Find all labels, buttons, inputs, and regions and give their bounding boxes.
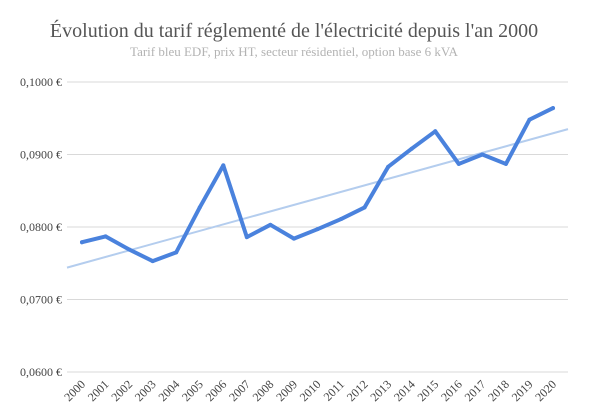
y-tick-label: 0,1000 € [20,75,62,89]
x-tick-label: 2006 [203,377,230,404]
data-point [551,106,555,111]
x-tick-label: 2004 [155,377,182,404]
x-tick-label: 2012 [344,377,371,404]
data-point [174,250,179,255]
x-axis-ticks: 2000200120022003200420052006200720082009… [61,377,559,404]
y-tick-label: 0,0700 € [20,293,62,307]
x-tick-label: 2016 [438,377,465,404]
x-tick-label: 2013 [367,377,394,404]
x-tick-label: 2003 [132,377,159,404]
data-point [103,234,108,239]
data-point [127,247,132,252]
x-tick-label: 2017 [462,377,489,404]
series-line [80,106,555,264]
data-point [456,161,461,166]
y-tick-label: 0,0800 € [20,220,62,234]
x-tick-label: 2011 [321,377,348,404]
data-point [339,217,344,222]
y-tick-label: 0,0900 € [20,148,62,162]
y-tick-label: 0,0600 € [20,365,62,379]
x-tick-label: 2000 [61,377,88,404]
data-point [150,259,155,264]
series [80,106,555,264]
x-tick-label: 2005 [179,377,206,404]
data-point [315,227,320,232]
data-point [197,205,202,210]
data-point [503,161,508,166]
x-tick-label: 2018 [485,377,512,404]
x-tick-label: 2020 [532,377,559,404]
y-axis-ticks: 0,0600 € 0,0700 € 0,0800 € 0,0900 € 0,1000 € [20,75,62,379]
x-tick-label: 2019 [509,377,536,404]
data-point [527,117,532,122]
trendline-line [66,128,569,269]
data-point [409,146,414,151]
trendline [66,128,569,269]
x-tick-label: 2002 [108,377,135,404]
data-point [244,235,249,240]
x-tick-label: 2007 [226,377,253,404]
chart-subtitle: Tarif bleu EDF, prix HT, secteur résiden… [130,44,459,59]
data-point [221,163,226,168]
data-point [268,222,273,227]
x-tick-label: 2010 [297,377,324,404]
x-tick-label: 2008 [250,377,277,404]
data-point [80,240,84,245]
data-point [291,236,296,241]
data-point [362,205,367,210]
data-point [433,129,438,134]
x-tick-label: 2014 [391,377,418,404]
x-tick-label: 2009 [273,377,300,404]
chart-title: Évolution du tarif réglementé de l'élect… [50,19,538,42]
x-tick-label: 2001 [85,377,112,404]
data-point [480,152,485,157]
data-point [386,164,391,169]
x-tick-label: 2015 [415,377,442,404]
